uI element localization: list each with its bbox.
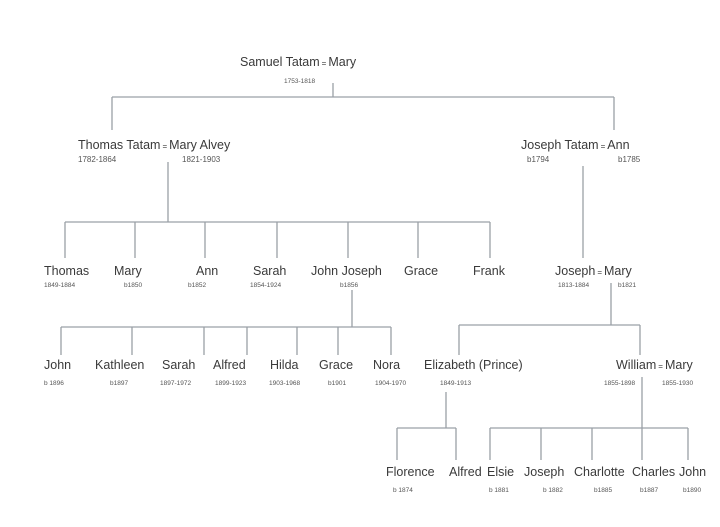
connector-joseph-children: [458, 283, 641, 355]
person-name: John: [679, 465, 707, 479]
connector-william-children: [489, 377, 689, 460]
person-name: Joseph Tatam: [521, 138, 599, 152]
person-dates: 1904-1970: [375, 380, 407, 387]
person-dates: b1890: [683, 487, 702, 494]
marriage-sign: =: [600, 142, 606, 151]
couple-william-mary: William = Mary: [616, 358, 693, 372]
marriage-sign: =: [658, 362, 663, 371]
person-name: John Joseph: [311, 264, 382, 278]
person-dates: b1856: [340, 282, 359, 289]
person-name: Elsie: [487, 465, 515, 479]
person-dates: 1855-1930: [662, 380, 694, 387]
marriage-sign: =: [321, 59, 327, 68]
person-dates: 1821-1903: [182, 155, 221, 164]
person-name: Nora: [373, 358, 401, 372]
couple-joseph-mary: Joseph = Mary: [555, 264, 632, 278]
person-dates: b 1882: [543, 487, 563, 494]
connector-john-joseph-children: [60, 290, 392, 355]
person-dates: 1855-1898: [604, 380, 636, 387]
person-name: Samuel Tatam: [240, 55, 320, 69]
marriage-sign: =: [597, 268, 602, 277]
person-dates: b1852: [188, 282, 207, 289]
person-dates: 1897-1972: [160, 380, 192, 387]
person-name: Alfred: [213, 358, 246, 372]
person-name: Charles: [632, 465, 676, 479]
person-dates: 1849-1913: [440, 380, 472, 387]
person-name: Joseph: [555, 264, 596, 278]
connector-gen1: [111, 83, 615, 130]
person-name: Florence: [386, 465, 435, 479]
person-dates: 1753-1818: [284, 78, 316, 85]
person-name: Grace: [404, 264, 439, 278]
marriage-sign: =: [162, 142, 168, 151]
person-name: Alfred: [449, 465, 482, 479]
person-dates: b1897: [110, 380, 129, 387]
person-name: Mary Alvey: [169, 138, 231, 152]
person-name: Elizabeth (Prince): [424, 358, 523, 372]
person-name: Kathleen: [95, 358, 145, 372]
person-dates: b1901: [328, 380, 347, 387]
person-dates: b1794: [527, 155, 550, 164]
person-dates: b1850: [124, 282, 143, 289]
person-name: William: [616, 358, 657, 372]
person-dates: b 1874: [393, 487, 413, 494]
person-dates: b1885: [594, 487, 613, 494]
person-dates: 1813-1884: [558, 282, 590, 289]
couple-thomas-mary-alvey: Thomas Tatam = Mary Alvey: [78, 138, 230, 152]
couple-samuel-mary: Samuel Tatam = Mary: [240, 55, 356, 69]
person-dates: b 1881: [489, 487, 509, 494]
person-name: Ann: [196, 264, 219, 278]
connector-elizabeth-children: [396, 392, 457, 460]
person-name: Frank: [473, 264, 505, 278]
person-dates: b1821: [618, 282, 637, 289]
person-dates: b1785: [618, 155, 641, 164]
person-name: Mary: [664, 358, 693, 372]
person-name: Charlotte: [574, 465, 625, 479]
person-dates: 1782-1864: [78, 155, 117, 164]
person-name: Mary: [114, 264, 142, 278]
person-dates: b1887: [640, 487, 659, 494]
person-name: Ann: [607, 138, 630, 152]
person-dates: 1849-1884: [44, 282, 76, 289]
person-name: Joseph: [524, 465, 565, 479]
person-name: Hilda: [270, 358, 299, 372]
person-dates: 1903-1968: [269, 380, 301, 387]
person-dates: 1854-1924: [250, 282, 282, 289]
person-name: Thomas: [44, 264, 90, 278]
person-dates: b 1896: [44, 380, 64, 387]
person-name: Thomas Tatam: [78, 138, 161, 152]
person-dates: 1899-1923: [215, 380, 247, 387]
person-name: John: [44, 358, 72, 372]
couple-joseph-tatam-ann: Joseph Tatam = Ann: [521, 138, 630, 152]
connector-thomas-children: [64, 162, 491, 258]
person-name: Grace: [319, 358, 354, 372]
person-name: Mary: [328, 55, 357, 69]
person-name: Mary: [603, 264, 632, 278]
person-name: Sarah: [253, 264, 287, 278]
person-name: Sarah: [162, 358, 196, 372]
